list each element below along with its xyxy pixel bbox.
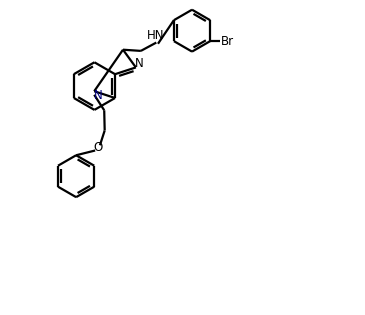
Text: HN: HN	[146, 29, 164, 43]
Text: N: N	[135, 57, 144, 70]
Text: N: N	[94, 89, 103, 102]
Text: Br: Br	[221, 35, 234, 48]
Text: O: O	[93, 141, 102, 154]
